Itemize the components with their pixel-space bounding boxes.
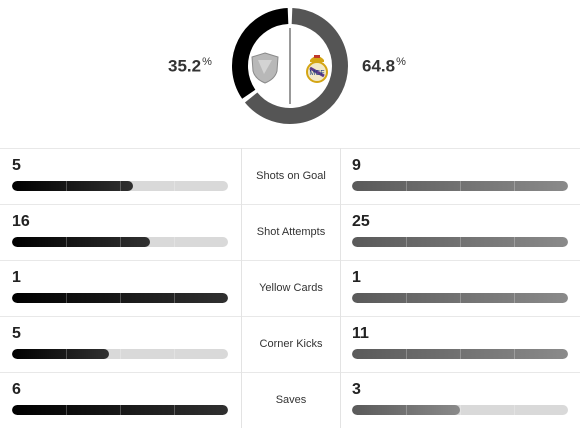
home-stat-value: 25 [352, 213, 370, 230]
column-divider [340, 316, 341, 372]
bar-segment [174, 181, 175, 191]
stat-label: Shots on Goal [256, 170, 326, 182]
row-divider [0, 316, 580, 317]
away-stat-bar-fill [12, 293, 228, 303]
home-stat-bar [352, 237, 568, 247]
bar-segment [66, 293, 67, 303]
home-stat-bar-fill [352, 405, 460, 415]
stat-label: Shot Attempts [256, 226, 326, 238]
column-divider [241, 372, 242, 428]
away-stat-value: 5 [12, 325, 21, 342]
away-stat-value: 6 [12, 381, 21, 398]
home-stat-bar-fill [352, 181, 568, 191]
bar-segment [406, 349, 407, 359]
away-stat-bar [12, 405, 228, 415]
bar-segment [514, 237, 515, 247]
stat-row: 16 Shot Attempts 25 [0, 204, 580, 260]
column-divider [340, 204, 341, 260]
away-stat-bar-fill [12, 237, 151, 247]
home-stat-bar-fill [352, 349, 568, 359]
bar-segment [120, 293, 121, 303]
bar-segment [406, 237, 407, 247]
bar-segment [514, 405, 515, 415]
possession-donut [232, 8, 348, 124]
home-stat-value: 11 [352, 325, 369, 342]
stat-label: Saves [275, 394, 307, 406]
row-divider [0, 260, 580, 261]
column-divider [340, 260, 341, 316]
bar-segment [514, 181, 515, 191]
match-stats-table: 5 Shots on Goal 9 16 Shot Attempts 25 1 Yellow … [0, 148, 580, 428]
bar-segment [66, 405, 67, 415]
bar-segment [174, 237, 175, 247]
away-stat-bar [12, 237, 228, 247]
real-madrid-crest-icon: MCF [306, 55, 328, 83]
home-stat-value: 1 [352, 269, 361, 286]
stat-label: Corner Kicks [259, 338, 323, 350]
home-stat-value: 3 [352, 381, 361, 398]
home-stat-bar [352, 349, 568, 359]
away-stat-bar-fill [12, 349, 110, 359]
row-divider [0, 204, 580, 205]
away-stat-value: 5 [12, 157, 21, 174]
bar-segment [460, 405, 461, 415]
away-stat-value: 16 [12, 213, 30, 230]
column-divider [241, 204, 242, 260]
away-stat-bar-fill [12, 181, 133, 191]
home-stat-bar [352, 293, 568, 303]
home-stat-bar [352, 181, 568, 191]
possession-header: 35.2% MCF 64.8% [0, 0, 580, 140]
bar-segment [514, 293, 515, 303]
row-divider [0, 372, 580, 373]
bar-segment [120, 237, 121, 247]
bar-segment [120, 181, 121, 191]
stat-row: 5 Corner Kicks 11 [0, 316, 580, 372]
bar-segment [120, 349, 121, 359]
bar-segment [174, 293, 175, 303]
home-stat-bar-fill [352, 237, 568, 247]
column-divider [241, 316, 242, 372]
generic-shield-icon [251, 52, 279, 84]
away-stat-value: 1 [12, 269, 21, 286]
bar-segment [174, 349, 175, 359]
column-divider [340, 148, 341, 204]
away-stat-bar-fill [12, 405, 228, 415]
bar-segment [406, 293, 407, 303]
bar-segment [460, 237, 461, 247]
stat-row: 1 Yellow Cards 1 [0, 260, 580, 316]
bar-segment [514, 349, 515, 359]
bar-segment [120, 405, 121, 415]
stat-row: 5 Shots on Goal 9 [0, 148, 580, 204]
column-divider [340, 372, 341, 428]
bar-segment [460, 293, 461, 303]
home-stat-bar [352, 405, 568, 415]
bar-segment [66, 237, 67, 247]
away-possession-arc [232, 8, 289, 99]
bar-segment [174, 405, 175, 415]
home-stat-value: 9 [352, 157, 361, 174]
bar-segment [460, 349, 461, 359]
bar-segment [66, 349, 67, 359]
column-divider [241, 148, 242, 204]
home-stat-bar-fill [352, 293, 568, 303]
svg-text:MCF: MCF [309, 70, 324, 77]
stat-label: Yellow Cards [259, 282, 323, 294]
away-stat-bar [12, 349, 228, 359]
away-stat-bar [12, 293, 228, 303]
bar-segment [406, 181, 407, 191]
home-possession-arc [244, 8, 348, 124]
bar-segment [406, 405, 407, 415]
bar-segment [66, 181, 67, 191]
stat-row: 6 Saves 3 [0, 372, 580, 428]
away-stat-bar [12, 181, 228, 191]
column-divider [241, 260, 242, 316]
away-possession: 35.2% [168, 56, 212, 76]
bar-segment [460, 181, 461, 191]
home-possession: 64.8% [362, 56, 406, 76]
row-divider [0, 148, 580, 149]
